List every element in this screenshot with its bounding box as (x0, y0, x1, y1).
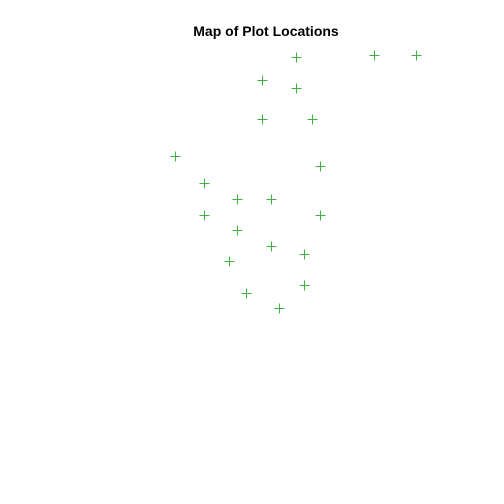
plot-location-point-15 (232, 225, 243, 236)
plot-location-point-8 (170, 151, 181, 162)
plot-location-point-11 (232, 194, 243, 205)
plot-location-point-9 (315, 161, 326, 172)
plot-location-point-7 (307, 114, 318, 125)
plot-location-point-16 (266, 241, 277, 252)
plot-location-point-12 (266, 194, 277, 205)
plot-location-point-21 (274, 303, 285, 314)
plot-location-point-10 (199, 178, 210, 189)
plot-location-point-14 (315, 210, 326, 221)
plot-location-point-1 (291, 52, 302, 63)
points-layer (170, 50, 422, 314)
plot-location-point-4 (257, 75, 268, 86)
chart-title: Map of Plot Locations (193, 23, 339, 39)
plot-location-point-20 (241, 288, 252, 299)
plot-location-point-17 (299, 249, 310, 260)
plot-location-point-19 (299, 280, 310, 291)
plot-location-point-6 (257, 114, 268, 125)
plot-location-point-18 (224, 256, 235, 267)
plot-location-point-5 (291, 83, 302, 94)
plot-location-point-13 (199, 210, 210, 221)
plot-location-point-3 (411, 50, 422, 61)
plot-location-point-2 (369, 50, 380, 61)
